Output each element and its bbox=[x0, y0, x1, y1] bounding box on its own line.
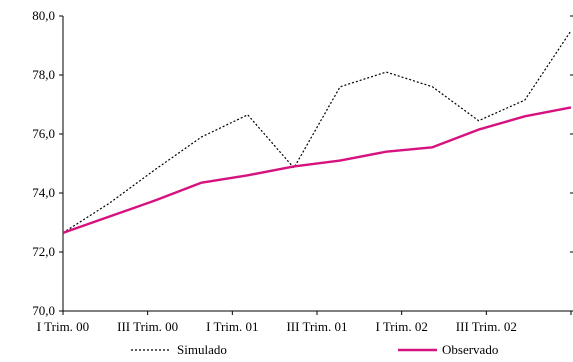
data-point-simulado bbox=[108, 203, 110, 205]
legend-label-observado: Observado bbox=[442, 342, 498, 357]
data-point-simulado bbox=[339, 86, 341, 88]
data-point-observado bbox=[385, 151, 387, 153]
data-point-simulado bbox=[385, 71, 387, 73]
y-tick-label: 74,0 bbox=[32, 185, 55, 200]
data-point-simulado bbox=[155, 169, 157, 171]
data-point-observado bbox=[108, 216, 110, 218]
y-tick-label: 80,0 bbox=[32, 8, 55, 23]
legend-label-simulado: Simulado bbox=[177, 342, 227, 357]
data-point-observado bbox=[201, 182, 203, 184]
data-point-observado bbox=[432, 146, 434, 148]
y-tick-label: 78,0 bbox=[32, 67, 55, 82]
data-point-simulado bbox=[524, 99, 526, 101]
data-point-observado bbox=[478, 129, 480, 131]
data-point-simulado bbox=[201, 136, 203, 138]
data-point-simulado bbox=[247, 114, 249, 116]
data-point-observado bbox=[339, 160, 341, 162]
x-tick-label: I Trim. 00 bbox=[37, 319, 89, 334]
data-point-simulado bbox=[478, 120, 480, 122]
x-tick-label: I Trim. 02 bbox=[375, 319, 427, 334]
data-point-simulado bbox=[570, 30, 572, 32]
legend: Simulado Observado bbox=[131, 342, 498, 357]
data-point-observado bbox=[293, 166, 295, 168]
y-tick-label: 72,0 bbox=[32, 244, 55, 259]
x-tick-label: III Trim. 02 bbox=[456, 319, 517, 334]
series-line-observado bbox=[62, 106, 572, 234]
y-tick-label: 70,0 bbox=[32, 303, 55, 318]
series-line-simulado bbox=[62, 30, 572, 234]
x-tick-label: III Trim. 01 bbox=[286, 319, 347, 334]
data-point-simulado bbox=[432, 86, 434, 88]
data-point-observado bbox=[155, 200, 157, 202]
data-point-observado bbox=[524, 116, 526, 118]
x-tick-label: III Trim. 00 bbox=[117, 319, 178, 334]
y-tick-label: 76,0 bbox=[32, 126, 55, 141]
x-tick-label: I Trim. 01 bbox=[206, 319, 258, 334]
y-axis-ticks: 70,0 72,0 74,0 76,0 78,0 80,0 bbox=[32, 8, 573, 318]
x-axis-ticks: I Trim. 00 III Trim. 00 I Trim. 01 III Trim… bbox=[37, 311, 572, 334]
series-layer bbox=[62, 30, 572, 234]
data-point-observado bbox=[62, 232, 64, 234]
data-point-observado bbox=[247, 175, 249, 177]
data-point-observado bbox=[570, 107, 572, 109]
